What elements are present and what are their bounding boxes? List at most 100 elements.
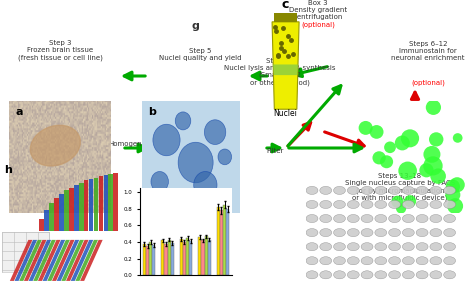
- Bar: [149, 242, 152, 275]
- Circle shape: [430, 200, 442, 208]
- Circle shape: [419, 163, 434, 177]
- Polygon shape: [113, 173, 118, 231]
- Circle shape: [444, 186, 456, 194]
- Circle shape: [347, 215, 359, 223]
- Circle shape: [320, 229, 332, 237]
- Circle shape: [402, 229, 414, 237]
- Polygon shape: [272, 22, 299, 109]
- Circle shape: [430, 243, 442, 251]
- Circle shape: [334, 186, 346, 194]
- Circle shape: [398, 162, 417, 180]
- Circle shape: [375, 186, 387, 194]
- Text: f: f: [277, 46, 283, 56]
- Circle shape: [361, 186, 373, 194]
- Circle shape: [416, 271, 428, 279]
- Circle shape: [306, 243, 318, 251]
- Circle shape: [444, 215, 456, 223]
- Bar: [204, 236, 208, 275]
- Circle shape: [375, 215, 387, 223]
- Bar: [164, 244, 167, 275]
- Circle shape: [334, 271, 346, 279]
- Polygon shape: [99, 176, 103, 231]
- Bar: [223, 205, 226, 275]
- Polygon shape: [64, 190, 69, 231]
- Circle shape: [402, 215, 414, 223]
- Circle shape: [445, 187, 460, 202]
- Text: Steps 20–23
Quality control
(qPCR): Steps 20–23 Quality control (qPCR): [169, 191, 221, 211]
- Polygon shape: [273, 65, 298, 75]
- Polygon shape: [49, 202, 54, 231]
- Circle shape: [347, 200, 359, 208]
- Text: c: c: [282, 0, 289, 11]
- Circle shape: [320, 186, 332, 194]
- Polygon shape: [57, 240, 79, 281]
- Circle shape: [320, 215, 332, 223]
- Circle shape: [430, 186, 442, 194]
- Polygon shape: [28, 240, 51, 281]
- Circle shape: [404, 195, 416, 207]
- Bar: [220, 210, 223, 275]
- Circle shape: [444, 200, 456, 208]
- Circle shape: [416, 215, 428, 223]
- Circle shape: [389, 243, 401, 251]
- Polygon shape: [75, 240, 98, 281]
- Circle shape: [334, 215, 346, 223]
- Polygon shape: [59, 194, 64, 231]
- Circle shape: [430, 168, 446, 184]
- Polygon shape: [79, 183, 83, 231]
- Circle shape: [375, 200, 387, 208]
- Polygon shape: [80, 240, 103, 281]
- Polygon shape: [69, 188, 73, 231]
- Text: Step 19
Nuclei lysis and cDNA synthesis
(Smart-seq2
or other method): Step 19 Nuclei lysis and cDNA synthesis …: [224, 58, 336, 86]
- Text: b: b: [148, 107, 156, 118]
- Circle shape: [389, 229, 401, 237]
- Circle shape: [416, 200, 428, 208]
- Circle shape: [389, 200, 401, 208]
- Text: Steps 6–12
Immunostain for
neuronal enrichment: Steps 6–12 Immunostain for neuronal enri…: [391, 41, 465, 61]
- Text: (optional): (optional): [301, 22, 335, 28]
- Circle shape: [375, 271, 387, 279]
- Circle shape: [361, 243, 373, 251]
- Circle shape: [402, 257, 414, 265]
- Circle shape: [178, 142, 213, 183]
- Polygon shape: [15, 240, 37, 281]
- Circle shape: [429, 132, 444, 147]
- Circle shape: [430, 257, 442, 265]
- Circle shape: [375, 243, 387, 251]
- Circle shape: [334, 243, 346, 251]
- Circle shape: [306, 186, 318, 194]
- Bar: [274, 13, 297, 22]
- Bar: [201, 240, 204, 275]
- Polygon shape: [52, 240, 74, 281]
- Bar: [226, 209, 229, 275]
- Bar: [146, 246, 149, 275]
- Bar: [183, 242, 186, 275]
- Circle shape: [384, 141, 396, 153]
- Polygon shape: [45, 210, 49, 231]
- Circle shape: [380, 155, 393, 168]
- Circle shape: [334, 200, 346, 208]
- Bar: [189, 241, 192, 275]
- Circle shape: [320, 243, 332, 251]
- Circle shape: [153, 124, 180, 156]
- Polygon shape: [109, 174, 113, 231]
- Circle shape: [306, 271, 318, 279]
- Ellipse shape: [30, 125, 81, 166]
- Text: Steps 24–47
RNA-seq and data analysis
(Illumina or other platform): Steps 24–47 RNA-seq and data analysis (I…: [12, 191, 108, 211]
- Text: a: a: [16, 107, 23, 118]
- Polygon shape: [61, 240, 84, 281]
- Circle shape: [392, 196, 404, 208]
- Circle shape: [151, 171, 168, 192]
- Circle shape: [370, 125, 383, 139]
- Circle shape: [306, 257, 318, 265]
- Bar: [171, 243, 174, 275]
- Circle shape: [320, 271, 332, 279]
- Circle shape: [375, 257, 387, 265]
- Circle shape: [453, 133, 463, 143]
- Circle shape: [416, 229, 428, 237]
- Bar: [2, 232, 49, 272]
- Polygon shape: [54, 198, 59, 231]
- Circle shape: [347, 243, 359, 251]
- Bar: [143, 244, 146, 275]
- Circle shape: [402, 186, 414, 194]
